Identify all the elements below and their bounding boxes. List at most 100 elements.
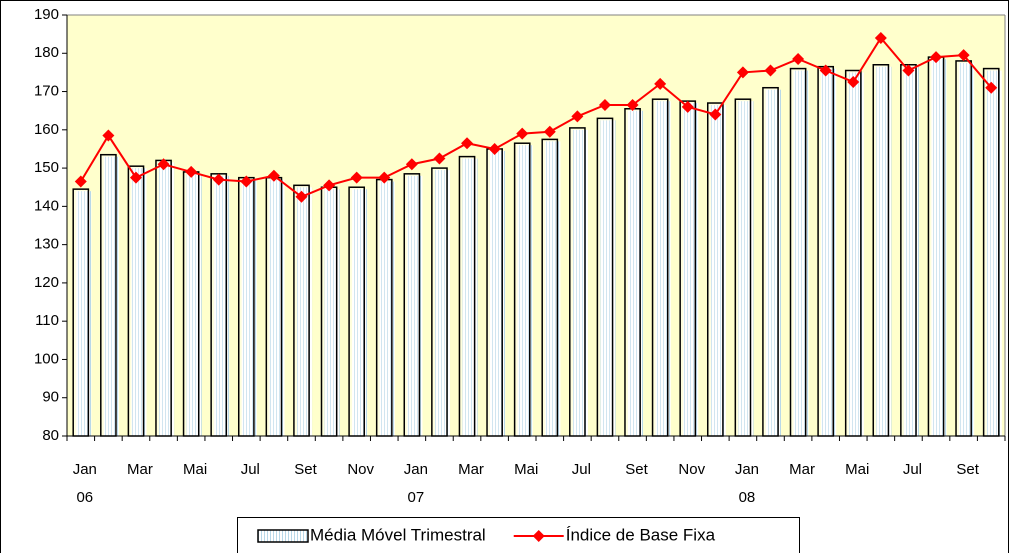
bar <box>486 148 503 437</box>
bar-shadow <box>103 156 119 437</box>
bar <box>844 69 862 437</box>
line-marker <box>212 173 225 186</box>
bar-shadow <box>821 68 837 436</box>
y-tick-label: 130 <box>34 236 59 253</box>
bar-shadow <box>379 181 395 436</box>
bar-shadow <box>324 189 340 436</box>
x-tick-label: Mar <box>458 461 484 478</box>
line-marker <box>350 171 363 184</box>
line-marker <box>681 100 694 113</box>
x-tick-label: Jan <box>73 461 97 478</box>
bar-shadow <box>683 103 699 436</box>
bar <box>651 98 669 437</box>
line-marker <box>74 175 87 188</box>
bar-shadow <box>793 70 809 436</box>
x-tick-label: Jul <box>241 461 260 478</box>
x-tick-label: Nov <box>347 461 374 478</box>
bar <box>431 167 448 437</box>
line-marker <box>654 77 667 90</box>
x-year-label: 06 <box>76 489 93 506</box>
bar <box>762 86 779 437</box>
y-tick-label: 190 <box>34 6 59 23</box>
y-tick-label: 170 <box>34 83 59 100</box>
line-marker <box>129 171 142 184</box>
x-tick-label: Jan <box>735 461 759 478</box>
bar-shadow <box>407 175 423 436</box>
legend-swatch <box>257 529 309 543</box>
bar-shadow <box>158 162 175 436</box>
line-marker <box>985 81 998 94</box>
x-tick-label: Set <box>294 461 317 478</box>
bar-shadow <box>931 59 947 436</box>
bar <box>817 65 835 437</box>
line-marker <box>323 179 336 192</box>
line-marker <box>267 169 280 182</box>
bar <box>789 67 807 437</box>
line-marker <box>874 31 887 44</box>
line-marker <box>516 127 529 140</box>
x-tick-label: Jan <box>404 461 428 478</box>
bar <box>706 102 724 437</box>
line-marker <box>461 137 474 150</box>
bar-shadow <box>655 101 671 436</box>
bar-shadow <box>241 179 257 436</box>
legend-label: Índice de Base Fixa <box>566 525 716 544</box>
bar <box>569 127 586 437</box>
bar <box>72 188 90 437</box>
line-marker <box>405 158 418 171</box>
bar-shadow <box>876 66 892 436</box>
line-marker <box>543 125 556 138</box>
bar-shadow <box>434 170 451 436</box>
bar-shadow <box>572 129 588 436</box>
y-tick-label: 140 <box>34 197 59 214</box>
line-marker <box>957 49 970 62</box>
bar-shadow <box>214 175 230 436</box>
y-tick-label: 90 <box>42 389 59 406</box>
y-tick-label: 80 <box>42 427 59 444</box>
bar <box>982 67 1000 437</box>
bar-shadow <box>131 168 147 436</box>
x-tick-label: Mai <box>183 461 207 478</box>
bar-shadow <box>490 150 506 437</box>
bar <box>900 64 917 437</box>
line-marker <box>157 158 170 171</box>
bar-shadow <box>627 110 644 436</box>
bar <box>513 142 531 437</box>
bar <box>734 98 752 437</box>
bar <box>182 171 200 437</box>
bar <box>624 108 641 437</box>
line-marker <box>571 110 584 123</box>
bar <box>927 56 945 437</box>
bar <box>955 60 972 437</box>
bar <box>237 176 255 437</box>
x-tick-label: Mar <box>789 461 815 478</box>
bar <box>127 165 145 437</box>
bar-shadow <box>600 120 616 436</box>
bar-shadow <box>462 158 478 437</box>
bar-shadow <box>765 89 782 436</box>
y-tick-label: 110 <box>35 312 59 329</box>
line-marker <box>736 66 749 79</box>
bar-shadow <box>959 62 975 436</box>
bar-shadow <box>986 70 1002 436</box>
line-marker <box>819 64 832 77</box>
x-tick-label: Jul <box>572 461 591 478</box>
y-tick-label: 180 <box>34 44 59 61</box>
y-tick-label: 160 <box>34 121 59 138</box>
line-marker <box>764 64 777 77</box>
line-marker <box>240 175 253 188</box>
line-marker <box>709 108 722 121</box>
y-tick-label: 100 <box>34 350 59 367</box>
bar-shadow <box>848 72 864 436</box>
y-tick-label: 150 <box>34 159 59 176</box>
bar-shadow <box>269 179 285 436</box>
line-marker <box>185 165 198 178</box>
line-marker <box>295 190 308 203</box>
x-tick-label: Mai <box>845 461 869 478</box>
bar-shadow <box>296 187 313 436</box>
bar <box>541 138 559 437</box>
bar <box>348 186 366 437</box>
line-marker <box>598 98 611 111</box>
bar <box>320 186 338 437</box>
legend-label: Média Móvel Trimestral <box>310 525 486 544</box>
